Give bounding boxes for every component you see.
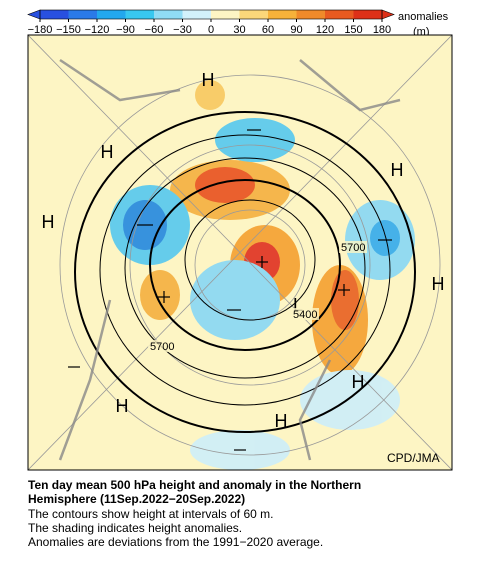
colorbar-end xyxy=(381,9,395,20)
contour-label-bg xyxy=(291,308,319,320)
high-label: H xyxy=(432,274,445,294)
colorbar-segment xyxy=(239,10,268,19)
colorbar-segment xyxy=(125,10,154,19)
colorbar-tick-label: 90 xyxy=(290,24,302,36)
contour-label-bg xyxy=(148,340,176,352)
caption-line: The shading indicates height anomalies. xyxy=(28,521,243,535)
caption-title-line: Hemisphere (11Sep.2022−20Sep.2022) xyxy=(28,492,246,506)
colorbar-tick-label: −90 xyxy=(116,24,135,36)
caption-line: Anomalies are deviations from the 1991−2… xyxy=(28,535,324,549)
colorbar-end xyxy=(27,9,41,20)
colorbar-segment xyxy=(182,10,211,19)
caption-title: Ten day mean 500 hPa height and anomaly … xyxy=(28,478,361,506)
colorbar-tick-label: −60 xyxy=(145,24,164,36)
colorbar-segment xyxy=(40,10,69,19)
colorbar-segment xyxy=(211,10,240,19)
high-label: H xyxy=(275,411,288,431)
map: H H H H H H H H L 5700 5400 5700 CPD/JMA xyxy=(28,35,452,470)
high-label: H xyxy=(391,160,404,180)
contour-label: 5700 xyxy=(341,242,365,254)
colorbar-tick-label: 0 xyxy=(208,24,214,36)
caption-line: The contours show height at intervals of… xyxy=(28,507,274,521)
low-label: L xyxy=(293,295,303,315)
colorbar-segment xyxy=(268,10,297,19)
caption-title-line: Ten day mean 500 hPa height and anomaly … xyxy=(28,478,362,492)
colorbar-tick-label: 30 xyxy=(233,24,245,36)
high-label: H xyxy=(116,396,129,416)
high-label: H xyxy=(101,142,114,162)
contour-label: 5700 xyxy=(150,341,174,353)
colorbar-segment xyxy=(296,10,325,19)
contour-label: 5400 xyxy=(293,309,317,321)
credit: CPD/JMA xyxy=(387,451,440,465)
colorbar-segment xyxy=(325,10,354,19)
high-label: H xyxy=(352,372,365,392)
colorbar-segment xyxy=(68,10,97,19)
caption-body: The contours show height at intervals of… xyxy=(28,507,323,549)
colorbar-segment xyxy=(97,10,126,19)
high-label: H xyxy=(202,70,215,90)
colorbar-tick-label: 60 xyxy=(262,24,274,36)
colorbar-tick-label: 180 xyxy=(373,24,391,36)
colorbar-tick-label: −120 xyxy=(85,24,110,36)
colorbar-segment xyxy=(353,10,382,19)
colorbar-tick-label: 150 xyxy=(344,24,362,36)
colorbar-tick-label: −150 xyxy=(56,24,81,36)
colorbar-tick-label: −180 xyxy=(28,24,53,36)
contour-label-bg xyxy=(339,241,367,253)
colorbar: −180 −150 −120 −90 −60 −30 0 30 60 90 120 150 180 xyxy=(27,9,395,36)
colorbar-tick-label: −30 xyxy=(173,24,192,36)
colorbar-tick-label: 120 xyxy=(316,24,334,36)
colorbar-segment xyxy=(154,10,183,19)
high-label: H xyxy=(42,212,55,232)
map-frame xyxy=(27,34,453,471)
colorbar-title: anomalies xyxy=(398,11,449,23)
